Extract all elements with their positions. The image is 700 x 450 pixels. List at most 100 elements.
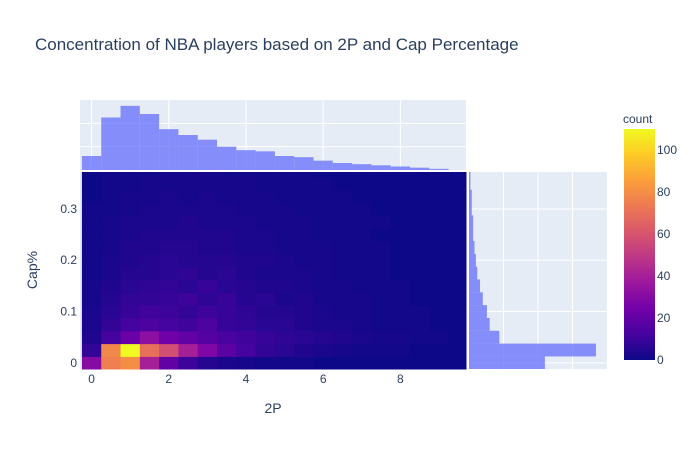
heatmap-cell <box>101 172 122 178</box>
heatmap-cell <box>178 228 199 242</box>
heatmap-cells <box>81 172 467 370</box>
heatmap-cell <box>429 176 450 191</box>
heatmap-cell <box>217 172 237 178</box>
heatmap-cell <box>178 241 199 255</box>
heatmap-cell <box>294 189 315 204</box>
heatmap-cell <box>217 241 237 255</box>
right-marginal-bar <box>469 176 471 190</box>
heatmap-cell <box>352 253 372 268</box>
heatmap-cell <box>139 279 160 293</box>
heatmap-cell <box>274 253 295 268</box>
heatmap-cell <box>197 356 218 370</box>
heatmap-cell <box>313 266 334 280</box>
heatmap-cell <box>294 330 315 345</box>
heatmap-cell <box>217 317 237 332</box>
heatmap-cell <box>390 228 411 242</box>
heatmap-cell <box>120 343 141 357</box>
heatmap-cell <box>178 172 199 178</box>
top-marginal-bar <box>352 164 372 170</box>
heatmap-cell <box>332 172 353 178</box>
heatmap-cell <box>294 292 315 306</box>
top-marginal-bar <box>81 156 102 170</box>
heatmap-cell <box>429 330 450 345</box>
y-axis-ticks: 0 0.1 0.2 0.3 <box>60 202 77 370</box>
top-marginal-bars <box>81 105 449 170</box>
heatmap-cell <box>120 317 141 332</box>
heatmap-cell <box>410 266 430 280</box>
heatmap-cell <box>294 343 315 357</box>
heatmap-cell <box>313 215 334 229</box>
heatmap-cell <box>236 253 257 268</box>
heatmap-cell <box>448 228 467 242</box>
heatmap-cell <box>294 176 315 191</box>
heatmap-cell <box>255 189 276 204</box>
heatmap-cell <box>236 202 257 216</box>
heatmap-cell <box>313 356 334 370</box>
heatmap-cell <box>390 292 411 306</box>
heatmap-cell <box>217 343 237 357</box>
y-axis-label: Cap% <box>24 251 40 289</box>
heatmap-cell <box>410 241 430 255</box>
top-marginal-bar <box>120 105 140 170</box>
colorbar-tick-label: 0 <box>657 353 664 367</box>
heatmap-cell <box>236 215 257 229</box>
heatmap-cell <box>390 266 411 280</box>
heatmap-cell <box>429 215 450 229</box>
heatmap-cell <box>332 176 353 191</box>
y-tick-label: 0 <box>70 356 77 370</box>
right-marginal-bar <box>469 215 474 229</box>
heatmap-cell <box>410 317 430 332</box>
heatmap-cell <box>255 215 276 229</box>
heatmap-cell <box>352 266 372 280</box>
heatmap-cell <box>448 172 467 178</box>
heatmap-cell <box>139 356 160 370</box>
heatmap-cell <box>371 241 392 255</box>
heatmap-cell <box>197 317 218 332</box>
right-marginal-bar <box>469 202 472 216</box>
heatmap-cell <box>371 202 392 216</box>
heatmap-cell <box>236 189 257 204</box>
heatmap-cell <box>429 253 450 268</box>
heatmap-cell <box>81 215 102 229</box>
heatmap-cell <box>217 330 237 345</box>
heatmap-cell <box>255 176 276 191</box>
heatmap-cell <box>139 292 160 306</box>
heatmap-cell <box>255 266 276 280</box>
heatmap-cell <box>390 343 411 357</box>
heatmap-cell <box>197 279 218 293</box>
heatmap-cell <box>410 330 430 345</box>
heatmap-cell <box>410 228 430 242</box>
heatmap-cell <box>81 305 102 319</box>
heatmap-cell <box>197 189 218 204</box>
heatmap-cell <box>429 343 450 357</box>
heatmap-cell <box>159 317 179 332</box>
heatmap-cell <box>159 343 179 357</box>
heatmap-cell <box>178 305 199 319</box>
right-marginal-bar <box>469 189 472 203</box>
heatmap-cell <box>371 215 392 229</box>
heatmap-cell <box>390 215 411 229</box>
heatmap-cell <box>371 266 392 280</box>
heatmap-cell <box>159 253 179 268</box>
heatmap-cell <box>313 292 334 306</box>
heatmap-cell <box>429 172 450 178</box>
heatmap-cell <box>274 343 295 357</box>
heatmap-cell <box>429 292 450 306</box>
heatmap-cell <box>197 241 218 255</box>
heatmap-cell <box>371 172 392 178</box>
heatmap-cell <box>197 343 218 357</box>
colorbar-tick-label: 100 <box>657 143 677 157</box>
heatmap-cell <box>197 292 218 306</box>
heatmap-cell <box>352 279 372 293</box>
colorbar-gradient <box>624 129 655 360</box>
heatmap-cell <box>236 266 257 280</box>
heatmap-cell <box>313 189 334 204</box>
heatmap-cell <box>332 305 353 319</box>
heatmap-cell <box>120 228 141 242</box>
heatmap-cell <box>448 202 467 216</box>
heatmap-cell <box>294 305 315 319</box>
heatmap-cell <box>139 317 160 332</box>
heatmap-cell <box>448 266 467 280</box>
heatmap-cell <box>371 189 392 204</box>
heatmap-cell <box>410 172 430 178</box>
